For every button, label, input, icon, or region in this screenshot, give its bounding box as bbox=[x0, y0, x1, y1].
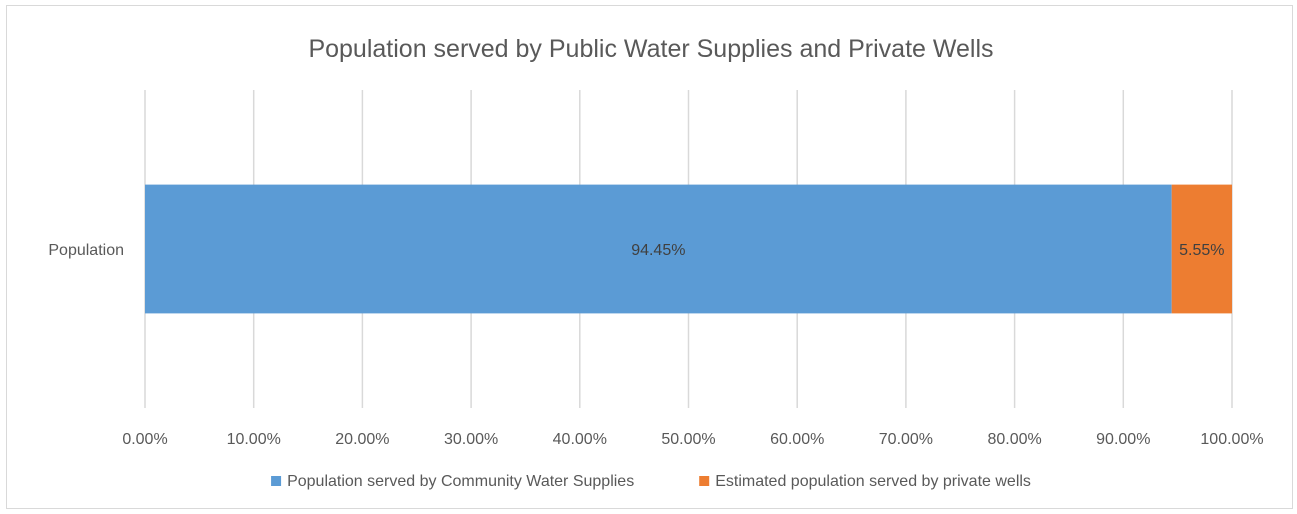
legend-item: Population served by Community Water Sup… bbox=[271, 473, 634, 490]
x-tick-label: 100.00% bbox=[1200, 431, 1263, 448]
x-tick-label: 0.00% bbox=[122, 431, 167, 448]
data-labels: 94.45% 5.55% bbox=[631, 242, 1224, 259]
bars bbox=[145, 184, 1232, 314]
legend: Population served by Community Water Sup… bbox=[271, 473, 1031, 490]
data-label: 5.55% bbox=[1179, 242, 1224, 259]
x-tick-label: 50.00% bbox=[661, 431, 715, 448]
x-tick-label: 80.00% bbox=[987, 431, 1041, 448]
x-tick-label: 10.00% bbox=[227, 431, 281, 448]
chart-title: Population served by Public Water Suppli… bbox=[308, 35, 993, 63]
category-axis: Population bbox=[48, 242, 124, 259]
legend-item: Estimated population served by private w… bbox=[699, 473, 1031, 490]
x-tick-label: 60.00% bbox=[770, 431, 824, 448]
legend-label: Estimated population served by private w… bbox=[715, 473, 1031, 490]
x-tick-label: 40.00% bbox=[553, 431, 607, 448]
legend-swatch bbox=[699, 476, 710, 486]
legend-swatch bbox=[271, 476, 282, 486]
x-tick-label: 30.00% bbox=[444, 431, 498, 448]
legend-label: Population served by Community Water Sup… bbox=[287, 473, 634, 490]
bar-segment bbox=[1171, 184, 1232, 314]
category-label: Population bbox=[48, 242, 124, 259]
x-tick-label: 20.00% bbox=[335, 431, 389, 448]
value-axis: 0.00% 10.00% 20.00% 30.00% 40.00% 50.00% 60.00… bbox=[122, 431, 1263, 448]
x-tick-label: 70.00% bbox=[879, 431, 933, 448]
bar-segment bbox=[145, 184, 1172, 314]
x-tick-label: 90.00% bbox=[1096, 431, 1150, 448]
data-label: 94.45% bbox=[631, 242, 685, 259]
